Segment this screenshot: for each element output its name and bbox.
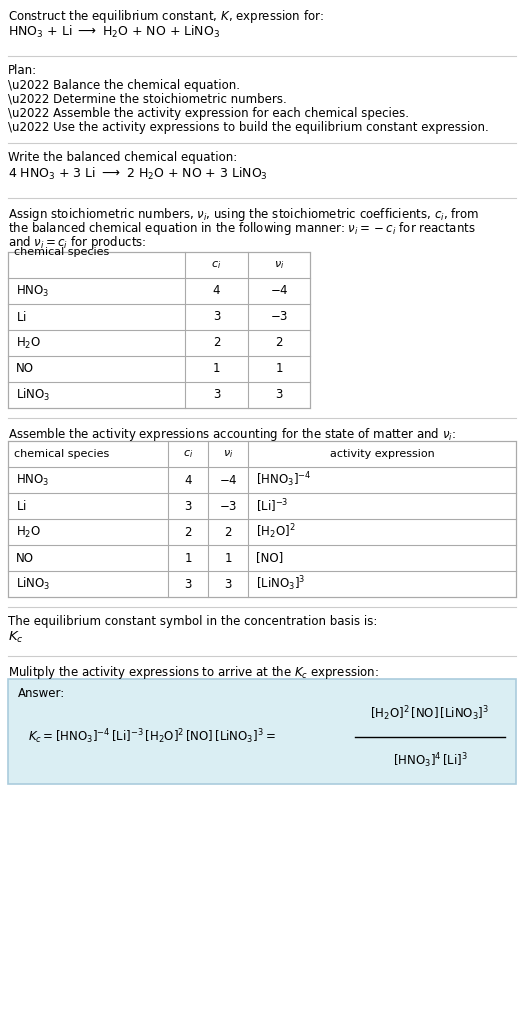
- Text: $[\mathrm{HNO_3}]^{-4}$: $[\mathrm{HNO_3}]^{-4}$: [256, 471, 312, 489]
- Text: $\mathrm{HNO_3}$: $\mathrm{HNO_3}$: [16, 284, 50, 299]
- Text: $\nu_i$: $\nu_i$: [223, 448, 233, 460]
- Text: $c_i$: $c_i$: [183, 448, 193, 460]
- Text: $-3$: $-3$: [270, 310, 288, 323]
- Text: NO: NO: [16, 551, 34, 564]
- Text: $\mathrm{H_2O}$: $\mathrm{H_2O}$: [16, 336, 41, 351]
- Text: $\nu_i$: $\nu_i$: [274, 259, 284, 271]
- Text: 2: 2: [184, 526, 192, 538]
- Text: \u2022 Use the activity expressions to build the equilibrium constant expression: \u2022 Use the activity expressions to b…: [8, 121, 489, 134]
- Bar: [8, 252, 310, 408]
- Text: Answer:: Answer:: [18, 687, 66, 700]
- Text: 1: 1: [213, 362, 220, 375]
- Text: \u2022 Balance the chemical equation.: \u2022 Balance the chemical equation.: [8, 79, 240, 92]
- Text: \u2022 Assemble the activity expression for each chemical species.: \u2022 Assemble the activity expression …: [8, 107, 409, 120]
- Text: chemical species: chemical species: [14, 247, 109, 257]
- Text: 3: 3: [275, 388, 282, 402]
- Text: $-4$: $-4$: [270, 285, 288, 298]
- Text: $-4$: $-4$: [219, 474, 237, 486]
- Text: $-3$: $-3$: [219, 499, 237, 513]
- Text: $[\mathrm{LiNO_3}]^3$: $[\mathrm{LiNO_3}]^3$: [256, 575, 305, 593]
- Text: 4: 4: [213, 285, 220, 298]
- Text: $\mathrm{HNO_3}$ + Li $\longrightarrow$ $\mathrm{H_2O}$ + NO + $\mathrm{LiNO_3}$: $\mathrm{HNO_3}$ + Li $\longrightarrow$ …: [8, 24, 220, 40]
- Text: $[\mathrm{H_2O}]^2\,[\mathrm{NO}]\,[\mathrm{LiNO_3}]^3$: $[\mathrm{H_2O}]^2\,[\mathrm{NO}]\,[\mat…: [370, 705, 489, 723]
- Text: 3: 3: [184, 578, 192, 591]
- Text: $K_c = [\mathrm{HNO_3}]^{-4}\,[\mathrm{Li}]^{-3}\,[\mathrm{H_2O}]^{2}\,[\mathrm{: $K_c = [\mathrm{HNO_3}]^{-4}\,[\mathrm{L…: [28, 727, 276, 746]
- Text: 3: 3: [224, 578, 232, 591]
- Text: Assemble the activity expressions accounting for the state of matter and $\nu_i$: Assemble the activity expressions accoun…: [8, 426, 456, 443]
- Text: Assign stoichiometric numbers, $\nu_i$, using the stoichiometric coefficients, $: Assign stoichiometric numbers, $\nu_i$, …: [8, 206, 479, 223]
- Text: $\mathrm{H_2O}$: $\mathrm{H_2O}$: [16, 525, 41, 540]
- Text: $\mathrm{LiNO_3}$: $\mathrm{LiNO_3}$: [16, 386, 50, 403]
- Text: [NO]: [NO]: [256, 551, 283, 564]
- Text: $c_i$: $c_i$: [211, 259, 222, 271]
- Text: Plan:: Plan:: [8, 64, 37, 77]
- Text: 2: 2: [224, 526, 232, 538]
- Text: $K_c$: $K_c$: [8, 630, 24, 645]
- Text: $\mathrm{HNO_3}$: $\mathrm{HNO_3}$: [16, 473, 50, 487]
- Text: The equilibrium constant symbol in the concentration basis is:: The equilibrium constant symbol in the c…: [8, 615, 377, 629]
- Text: Mulitply the activity expressions to arrive at the $K_c$ expression:: Mulitply the activity expressions to arr…: [8, 664, 379, 681]
- Bar: [8, 441, 516, 597]
- Text: 4: 4: [184, 474, 192, 486]
- Text: 2: 2: [213, 337, 220, 350]
- Text: NO: NO: [16, 362, 34, 375]
- Text: 4 $\mathrm{HNO_3}$ + 3 Li $\longrightarrow$ 2 $\mathrm{H_2O}$ + NO + 3 $\mathrm{: 4 $\mathrm{HNO_3}$ + 3 Li $\longrightarr…: [8, 166, 268, 182]
- Text: the balanced chemical equation in the following manner: $\nu_i = -c_i$ for react: the balanced chemical equation in the fo…: [8, 220, 476, 237]
- Text: $\mathrm{LiNO_3}$: $\mathrm{LiNO_3}$: [16, 576, 50, 592]
- Text: 2: 2: [275, 337, 283, 350]
- Text: $[\mathrm{HNO_3}]^4\,[\mathrm{Li}]^3$: $[\mathrm{HNO_3}]^4\,[\mathrm{Li}]^3$: [392, 751, 467, 770]
- Text: $[\mathrm{Li}]^{-3}$: $[\mathrm{Li}]^{-3}$: [256, 497, 289, 515]
- FancyBboxPatch shape: [8, 679, 516, 784]
- Text: $\mathrm{Li}$: $\mathrm{Li}$: [16, 310, 27, 324]
- Text: Write the balanced chemical equation:: Write the balanced chemical equation:: [8, 151, 237, 164]
- Text: 3: 3: [213, 310, 220, 323]
- Text: activity expression: activity expression: [330, 448, 434, 459]
- Text: $\mathrm{Li}$: $\mathrm{Li}$: [16, 499, 27, 513]
- Text: 3: 3: [184, 499, 192, 513]
- Text: 1: 1: [224, 551, 232, 564]
- Text: $[\mathrm{H_2O}]^2$: $[\mathrm{H_2O}]^2$: [256, 523, 296, 541]
- Text: and $\nu_i = c_i$ for products:: and $\nu_i = c_i$ for products:: [8, 234, 146, 251]
- Text: 3: 3: [213, 388, 220, 402]
- Text: \u2022 Determine the stoichiometric numbers.: \u2022 Determine the stoichiometric numb…: [8, 93, 287, 106]
- Text: Construct the equilibrium constant, $K$, expression for:: Construct the equilibrium constant, $K$,…: [8, 8, 324, 25]
- Text: 1: 1: [275, 362, 283, 375]
- Text: 1: 1: [184, 551, 192, 564]
- Text: chemical species: chemical species: [14, 448, 109, 459]
